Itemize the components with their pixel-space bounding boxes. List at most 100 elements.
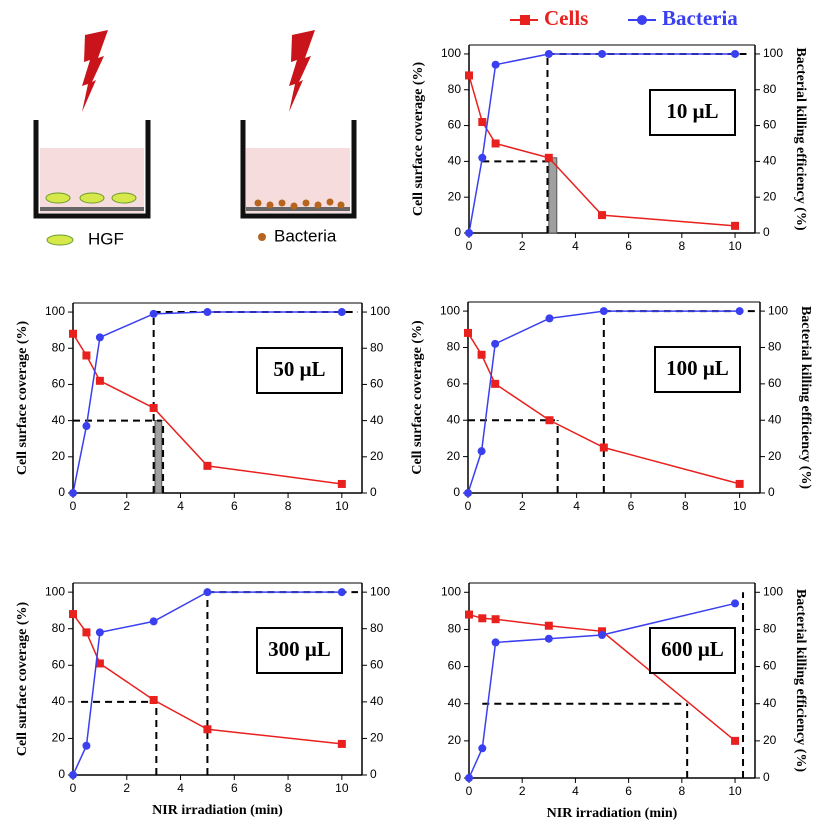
y-tick-label: 100 [441, 46, 461, 60]
x-tick-label: 4 [572, 784, 579, 798]
y-tick-label: 100 [45, 304, 65, 318]
volume-label: 50 μL [273, 357, 325, 381]
hgf-cells [45, 192, 137, 246]
y-tick-label: 60 [448, 659, 462, 673]
bacteria-marker [149, 309, 158, 318]
medium [246, 148, 350, 213]
y-tick-label: 80 [448, 82, 462, 96]
cell-marker [95, 376, 104, 385]
y-tick-label: 0 [58, 767, 65, 781]
bacteria-marker [203, 588, 212, 597]
y2-tick-label: 20 [370, 449, 384, 463]
cell-marker [82, 628, 91, 637]
volume-label: 100 μL [666, 356, 729, 380]
cell-marker [735, 479, 744, 488]
cell-marker [599, 443, 608, 452]
well [240, 120, 357, 219]
cell-marker [69, 610, 77, 619]
y-tick-label: 80 [52, 621, 66, 635]
y2-tick-label: 60 [370, 657, 384, 671]
bacteria-marker [465, 774, 473, 782]
volume-label: 10 μL [666, 99, 718, 123]
y-tick-label: 0 [453, 485, 460, 499]
x-tick-label: 0 [465, 499, 472, 513]
x-axis-label: NIR irradiation (min) [152, 803, 283, 818]
cell-marker [465, 71, 473, 80]
legend-label: Bacteria [662, 6, 738, 30]
x-tick-label: 8 [678, 784, 685, 798]
y2-axis-label: Bacterial killing efficiency (%) [793, 589, 808, 772]
bacteria-marker [491, 638, 500, 647]
cell-marker [464, 328, 472, 337]
x-tick-label: 10 [335, 499, 349, 513]
y-tick-label: 80 [447, 340, 461, 354]
cell-marker [598, 211, 607, 220]
bacteria-label: Bacteria [274, 226, 337, 245]
y-tick-label: 0 [454, 770, 461, 784]
bacteria-marker [731, 49, 740, 58]
y-tick-label: 100 [45, 584, 65, 598]
shade-bar [548, 157, 558, 234]
y-axis-label: Cell surface coverage (%) [15, 602, 30, 757]
x-tick-label: 8 [682, 499, 689, 513]
y2-tick-label: 0 [370, 767, 377, 781]
y-tick-label: 100 [440, 303, 460, 317]
bacteria-marker [477, 447, 486, 456]
y-tick-label: 60 [448, 118, 462, 132]
substrate [40, 207, 144, 211]
y-tick-label: 40 [448, 696, 462, 710]
cell-marker [203, 725, 212, 734]
y-tick-label: 20 [448, 189, 462, 203]
cell-marker [149, 696, 158, 705]
x-tick-label: 2 [519, 499, 526, 513]
bacteria-marker [337, 588, 346, 597]
series-line [468, 75, 736, 227]
bacteria-marker [478, 153, 487, 162]
bacteria-marker [465, 229, 473, 237]
legend-label: Cells [544, 6, 588, 30]
y-tick-label: 60 [52, 377, 66, 391]
laser-bolt [289, 30, 315, 112]
chart-panel: 0 20 40 60 80 100 0 20 40 60 80 100 0 2 4 6 8 10 Bacterial… [441, 582, 808, 821]
volume-box [256, 627, 343, 674]
y2-tick-label: 40 [763, 154, 777, 168]
x-tick-label: 10 [728, 239, 742, 253]
x-tick-label: 2 [519, 239, 526, 253]
y2-tick-label: 100 [370, 304, 390, 318]
bacteria-marker [478, 744, 487, 753]
illustration: HGF Bacteria [33, 30, 357, 248]
bacteria-dots [254, 198, 345, 241]
x-tick-label: 6 [625, 239, 632, 253]
x-tick-label: 4 [177, 499, 184, 513]
cell-marker [95, 659, 104, 668]
y2-tick-label: 20 [768, 449, 782, 463]
x-tick-label: 0 [466, 784, 473, 798]
bacteria-marker [491, 339, 500, 348]
y-tick-label: 20 [447, 449, 461, 463]
x-tick-label: 6 [231, 781, 238, 795]
bacteria-marker [203, 308, 212, 317]
series-line [468, 53, 736, 234]
series-line [467, 310, 740, 494]
x-tick-label: 0 [466, 239, 473, 253]
y2-tick-label: 40 [763, 696, 777, 710]
y-tick-label: 20 [52, 449, 66, 463]
y2-tick-label: 80 [763, 82, 777, 96]
cell-marker [203, 461, 212, 470]
bacteria-marker [544, 634, 553, 643]
bacteria-marker [95, 333, 104, 342]
y2-tick-label: 100 [763, 46, 783, 60]
y-tick-label: 20 [448, 733, 462, 747]
y2-tick-label: 40 [370, 413, 384, 427]
cell-marker [545, 416, 554, 425]
laser-bolt [82, 30, 108, 112]
y2-tick-label: 60 [763, 659, 777, 673]
cell-marker [337, 479, 346, 488]
cell-marker [149, 403, 158, 412]
cell-marker [731, 221, 740, 230]
chart-panel: 0 20 40 60 80 100 0 20 40 60 80 100 0 2 4 6 8 10 Cell surf… [411, 44, 808, 253]
volume-box [649, 89, 736, 136]
y2-axis-label: Bacterial killing efficiency (%) [793, 47, 808, 230]
y-tick-label: 80 [52, 340, 66, 354]
x-tick-label: 6 [231, 499, 238, 513]
